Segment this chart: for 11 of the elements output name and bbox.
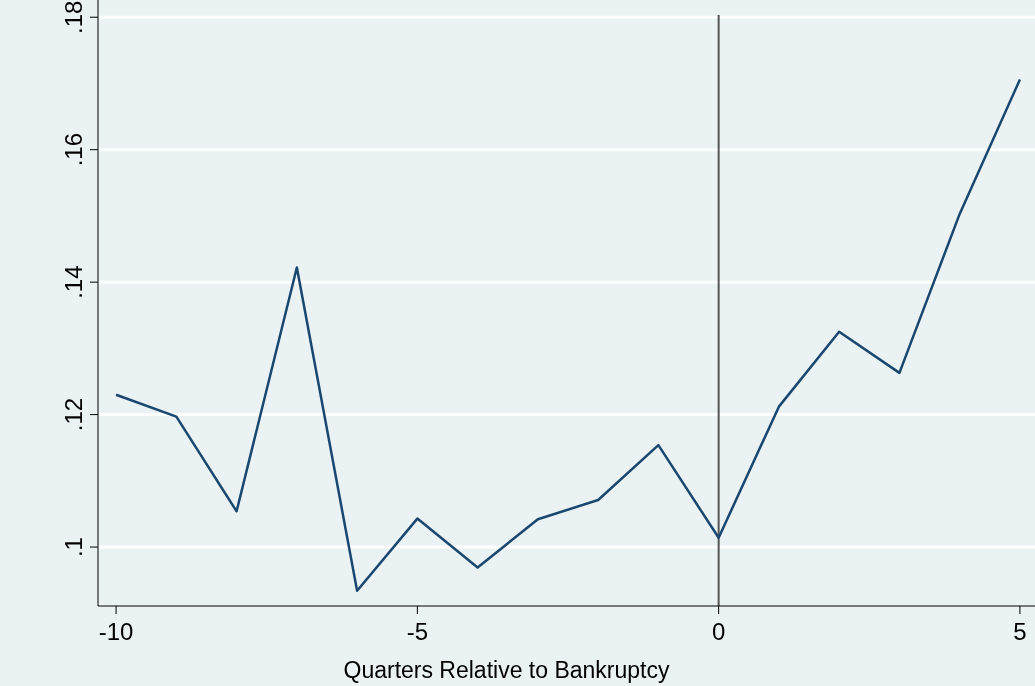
y-tick-label: .18 — [60, 0, 87, 34]
x-tick-label: -10 — [98, 618, 134, 645]
x-tick-label: -5 — [406, 618, 429, 645]
x-tick-label: 0 — [711, 618, 726, 645]
y-tick-label: .12 — [60, 397, 87, 432]
x-axis-title: Quarters Relative to Bankruptcy — [343, 657, 670, 683]
y-tick-label: .14 — [60, 265, 87, 299]
y-tick-label: .16 — [60, 132, 87, 167]
x-tick-label: 5 — [1013, 618, 1027, 645]
y-tick-label: .1 — [60, 537, 87, 558]
line-series — [114, 78, 1022, 593]
